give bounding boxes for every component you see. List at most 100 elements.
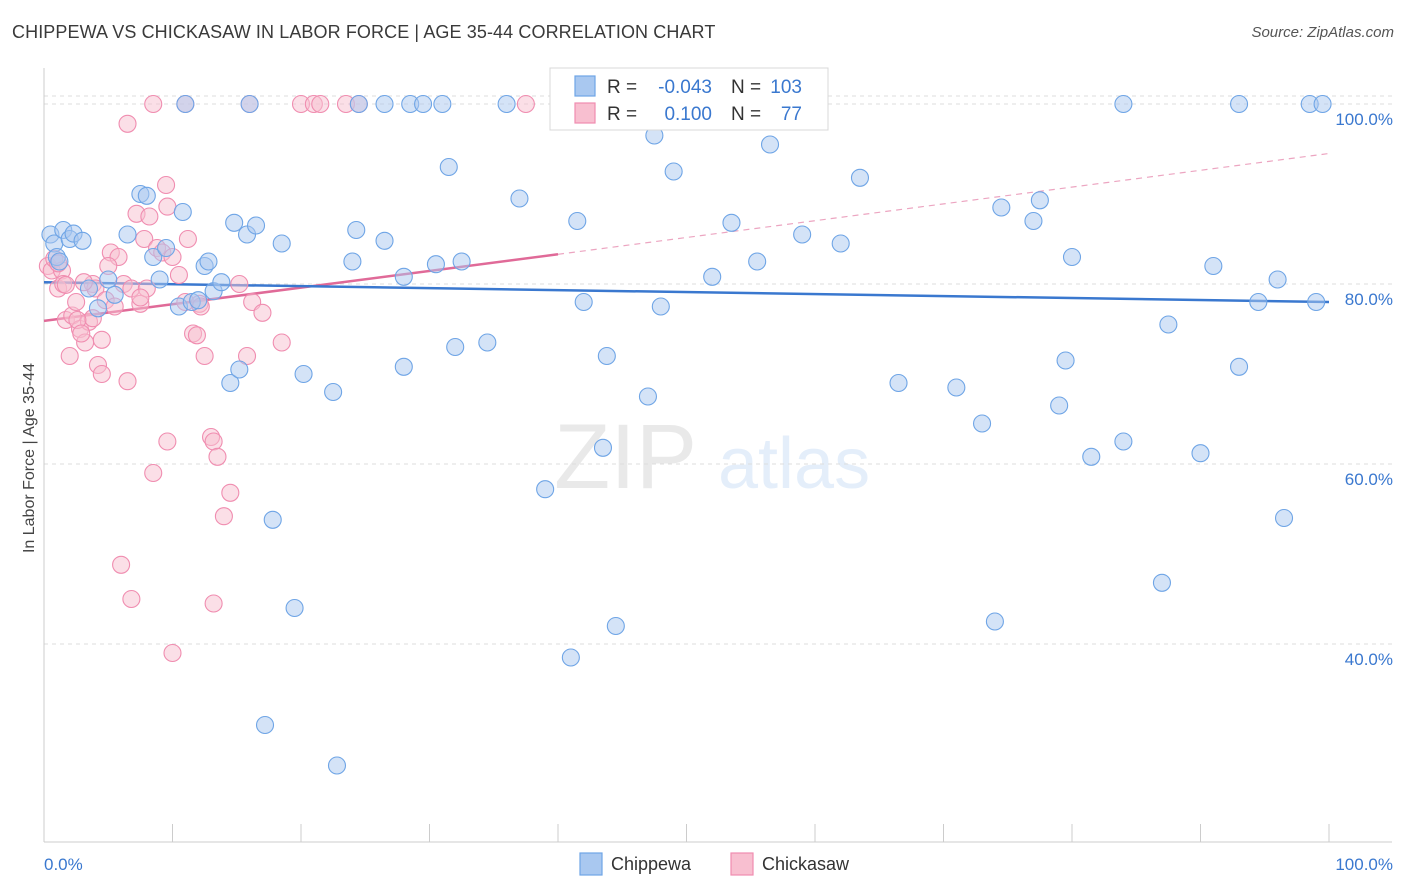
chippewa-trend-line bbox=[43, 280, 1330, 304]
chippewa-point-50 bbox=[561, 648, 580, 667]
chippewa-point-32 bbox=[263, 510, 282, 529]
chippewa-legend-swatch bbox=[574, 75, 596, 97]
chippewa-point-16 bbox=[150, 270, 169, 289]
chickasaw-point-28 bbox=[144, 463, 163, 483]
chickasaw-point-52 bbox=[163, 643, 182, 663]
chippewa-point-52 bbox=[574, 292, 593, 312]
chippewa-point-61 bbox=[722, 213, 741, 232]
chippewa-point-17 bbox=[157, 238, 176, 258]
chippewa-point-102 bbox=[1313, 94, 1332, 114]
chippewa-point-54 bbox=[597, 346, 616, 366]
chickasaw-point-55 bbox=[92, 330, 111, 349]
legend-chickasaw-swatch bbox=[730, 852, 754, 876]
chippewa-point-62 bbox=[748, 252, 767, 271]
chippewa-r-value: -0.043 bbox=[658, 77, 712, 98]
chippewa-point-69 bbox=[972, 414, 992, 433]
chippewa-point-36 bbox=[327, 756, 347, 775]
chickasaw-point-51 bbox=[122, 589, 141, 609]
y-tick-label-40: 40.0% bbox=[1345, 650, 1393, 669]
chippewa-point-82 bbox=[1204, 256, 1223, 276]
y-axis-title: In Labor Force | Age 35-44 bbox=[21, 363, 38, 553]
chickasaw-point-70 bbox=[311, 94, 330, 114]
chippewa-point-44 bbox=[439, 157, 458, 177]
chippewa-point-100 bbox=[1230, 94, 1249, 114]
chickasaw-trend-extension bbox=[557, 152, 1330, 255]
y-tick-label-100: 100.0% bbox=[1335, 110, 1393, 129]
chippewa-point-48 bbox=[510, 189, 529, 208]
chippewa-point-99 bbox=[1114, 94, 1133, 114]
chippewa-point-58 bbox=[651, 297, 670, 316]
chippewa-point-15 bbox=[144, 247, 163, 267]
watermark: ZIP atlas bbox=[554, 406, 870, 508]
x-tick-label-0: 0.0% bbox=[44, 855, 83, 874]
chickasaw-point-76 bbox=[56, 275, 75, 294]
legend-chippewa-label: Chippewa bbox=[611, 854, 692, 874]
chickasaw-point-8 bbox=[67, 292, 86, 312]
chippewa-point-41 bbox=[394, 267, 413, 286]
chippewa-point-83 bbox=[1230, 357, 1249, 376]
chippewa-point-56 bbox=[638, 387, 658, 406]
chickasaw-point-53 bbox=[204, 594, 223, 613]
chippewa-point-80 bbox=[1159, 315, 1178, 334]
chickasaw-point-21 bbox=[118, 372, 137, 391]
chippewa-point-37 bbox=[324, 382, 343, 402]
chippewa-point-85 bbox=[1274, 508, 1294, 528]
chippewa-n-label: N = bbox=[731, 77, 761, 98]
chippewa-point-74 bbox=[1050, 396, 1069, 415]
chippewa-point-46 bbox=[452, 252, 471, 271]
chickasaw-point-61 bbox=[157, 175, 176, 195]
chippewa-point-68 bbox=[947, 378, 966, 397]
chippewa-point-78 bbox=[1114, 432, 1133, 451]
chippewa-point-43 bbox=[426, 255, 445, 274]
chippewa-point-21 bbox=[189, 291, 208, 310]
chippewa-point-42 bbox=[394, 357, 413, 376]
chickasaw-point-43 bbox=[214, 507, 233, 526]
chickasaw-n-label: N = bbox=[731, 104, 761, 125]
chippewa-point-38 bbox=[343, 252, 362, 271]
chippewa-point-59 bbox=[664, 162, 683, 181]
chippewa-point-81 bbox=[1191, 444, 1210, 463]
chippewa-point-27 bbox=[225, 213, 244, 232]
watermark-zip: ZIP bbox=[554, 406, 697, 508]
chickasaw-point-45 bbox=[230, 274, 249, 294]
chippewa-point-9 bbox=[88, 299, 108, 318]
chippewa-point-23 bbox=[199, 252, 218, 271]
chippewa-point-95 bbox=[497, 94, 516, 114]
chickasaw-point-37 bbox=[187, 326, 206, 345]
bottom-legend: Chippewa Chickasaw bbox=[579, 852, 850, 876]
chippewa-point-47 bbox=[478, 333, 497, 352]
chippewa-n-value: 103 bbox=[770, 77, 802, 98]
x-tick-label-100: 100.0% bbox=[1335, 855, 1393, 874]
chickasaw-points bbox=[38, 94, 535, 663]
chippewa-point-55 bbox=[606, 616, 625, 636]
chippewa-point-88 bbox=[176, 94, 195, 114]
chickasaw-point-65 bbox=[144, 94, 163, 114]
chippewa-point-14 bbox=[137, 186, 156, 205]
chippewa-point-39 bbox=[347, 220, 366, 240]
chippewa-point-51 bbox=[568, 211, 587, 231]
chickasaw-point-41 bbox=[204, 432, 223, 451]
chippewa-point-75 bbox=[1056, 351, 1075, 370]
stats-legend: R = -0.043 N = 103 R = 0.100 N = 77 bbox=[549, 67, 829, 131]
chickasaw-trend-line bbox=[43, 253, 559, 323]
chickasaw-point-39 bbox=[195, 346, 214, 366]
chippewa-point-12 bbox=[118, 225, 137, 244]
chippewa-point-45 bbox=[446, 337, 465, 357]
chippewa-point-65 bbox=[831, 234, 850, 253]
chippewa-point-72 bbox=[1024, 211, 1043, 231]
chippewa-point-77 bbox=[1082, 447, 1101, 466]
chickasaw-point-73 bbox=[516, 94, 535, 114]
chippewa-point-33 bbox=[272, 234, 291, 253]
chickasaw-point-6 bbox=[60, 346, 79, 366]
chippewa-point-8 bbox=[79, 279, 99, 298]
chickasaw-point-42 bbox=[208, 447, 227, 466]
chippewa-point-93 bbox=[414, 94, 433, 114]
chickasaw-r-value: 0.100 bbox=[664, 104, 712, 125]
chickasaw-point-57 bbox=[131, 288, 150, 307]
chickasaw-point-49 bbox=[272, 333, 291, 352]
chippewa-point-35 bbox=[294, 364, 313, 384]
chart-source: Source: ZipAtlas.com bbox=[1251, 24, 1394, 41]
chippewa-point-26 bbox=[221, 373, 240, 393]
chickasaw-legend-swatch bbox=[574, 102, 596, 124]
